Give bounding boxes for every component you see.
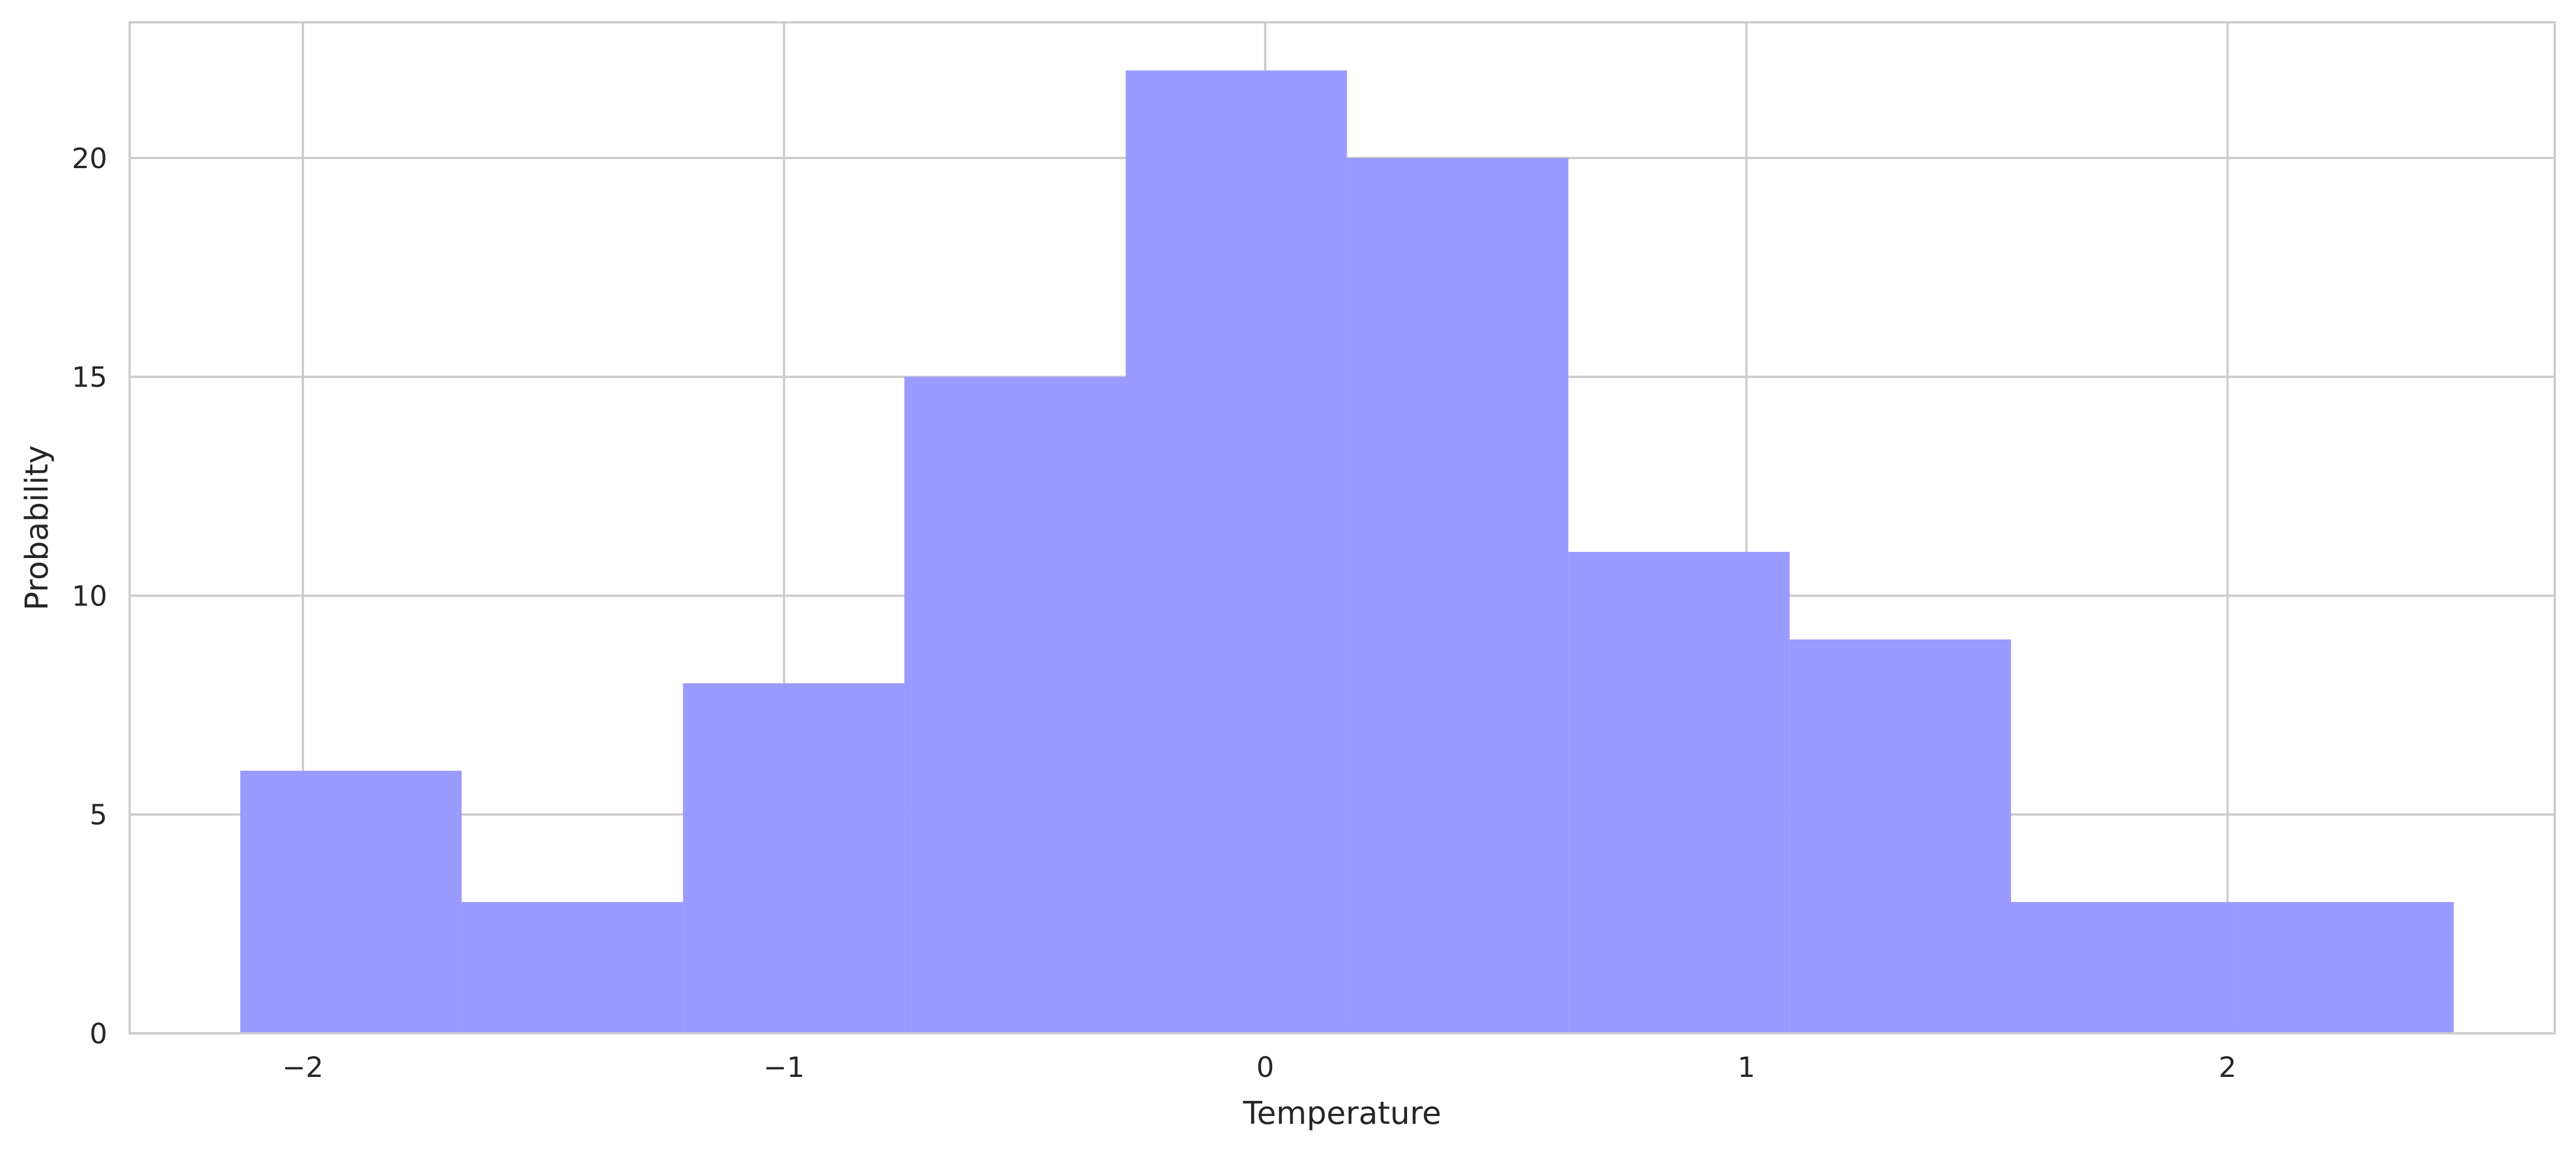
y-tick-label: 15: [72, 361, 107, 394]
x-axis-label: Temperature: [1243, 1095, 1442, 1132]
histogram-bar: [2232, 902, 2454, 1033]
histogram-bars: [240, 70, 2454, 1034]
x-tick-label: −1: [763, 1051, 805, 1084]
histogram-bar: [462, 902, 683, 1033]
y-tick-label: 10: [72, 580, 107, 612]
histogram-bar: [1347, 158, 1569, 1034]
histogram-bar: [1568, 552, 1790, 1033]
y-tick-label: 20: [72, 142, 107, 175]
histogram-bar: [1789, 639, 2011, 1033]
y-tick-label: 0: [89, 1018, 107, 1050]
histogram-bar: [240, 770, 462, 1033]
histogram-bar: [1125, 70, 1347, 1034]
x-tick-label: 2: [2219, 1051, 2237, 1084]
x-tick-label: 0: [1256, 1051, 1274, 1084]
x-tick-label: 1: [1737, 1051, 1755, 1084]
histogram-bar: [683, 683, 905, 1033]
y-axis-label: Probability: [19, 445, 55, 611]
y-axis-ticks: 0 5 10 15 20: [72, 142, 107, 1050]
histogram-bar: [904, 376, 1126, 1034]
x-tick-label: −2: [282, 1051, 324, 1084]
plot-frame: [129, 21, 2556, 1034]
x-axis-ticks: −2 −1 0 1 2: [282, 1051, 2236, 1084]
histogram-bar: [2011, 902, 2233, 1033]
y-tick-label: 5: [89, 799, 107, 831]
